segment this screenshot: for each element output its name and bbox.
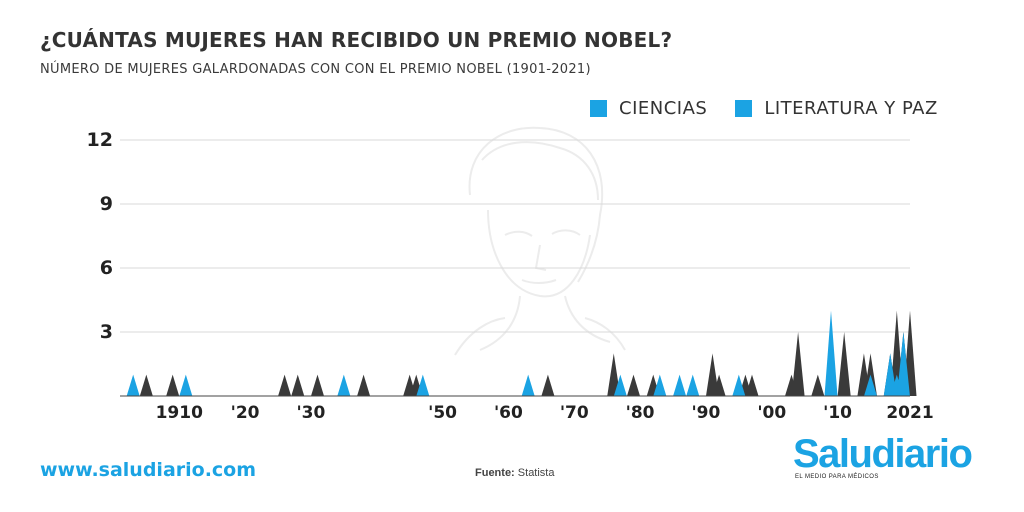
data-spike [653, 374, 667, 396]
data-spike [311, 374, 324, 396]
legend-swatch-literatura-paz [735, 100, 753, 117]
data-spike [521, 374, 535, 396]
data-spike [811, 374, 825, 396]
data-spike [278, 374, 292, 396]
data-spike [179, 374, 193, 396]
data-spike [337, 374, 351, 396]
legend-label-ciencias: CIENCIAS [619, 98, 708, 119]
series-ciencias [126, 310, 910, 396]
data-spike [824, 310, 838, 396]
brand-name: Saludiario [793, 432, 973, 476]
x-tick-label: '30 [296, 403, 325, 423]
x-tick-label: '80 [626, 403, 655, 423]
data-spike [166, 374, 180, 396]
brand-tagline: EL MEDIO PARA MÉDICOS [795, 474, 879, 480]
y-tick-label: 9 [100, 193, 113, 215]
data-spike [896, 332, 910, 396]
x-tick-label: '10 [823, 403, 852, 423]
grid-lines [120, 139, 910, 333]
data-spike [732, 374, 746, 396]
data-spike [706, 353, 719, 396]
data-spike [883, 353, 897, 396]
data-spike [745, 374, 759, 396]
data-spike [627, 374, 640, 396]
legend-item-ciencias: CIENCIAS [590, 98, 707, 119]
data-spike [291, 374, 305, 396]
x-axis-labels: 1910 '20 '30 '50 '60 '70 '80 '90 '00 '10 2021 [156, 403, 934, 423]
data-spike [673, 374, 687, 396]
data-spike [613, 374, 627, 396]
data-spike [607, 353, 621, 396]
data-spike [541, 374, 555, 396]
data-spike [416, 374, 430, 396]
x-tick-label: '20 [231, 403, 260, 423]
y-tick-label: 3 [100, 321, 113, 343]
y-tick-label: 12 [87, 129, 113, 151]
data-spike [686, 374, 700, 396]
legend-label-literatura-paz: LITERATURA Y PAZ [764, 98, 938, 119]
data-spike [837, 332, 851, 396]
source-label: Fuente: [475, 467, 515, 479]
website-url[interactable]: www.saludiario.com [40, 459, 257, 481]
legend-swatch-ciencias [590, 100, 607, 117]
y-tick-label: 6 [100, 257, 113, 279]
chart-title: ¿CUÁNTAS MUJERES HAN RECIBIDO UN PREMIO … [40, 28, 673, 52]
portrait-illustration [454, 126, 626, 356]
data-spike [126, 374, 140, 396]
source-note: Fuente: Statista [475, 467, 554, 479]
chart-legend: CIENCIAS LITERATURA Y PAZ [590, 98, 966, 119]
legend-item-literatura-paz: LITERATURA Y PAZ [735, 98, 937, 119]
data-spike [139, 374, 153, 396]
x-tick-label: '70 [560, 403, 589, 423]
x-tick-label: 1910 [156, 403, 203, 423]
x-tick-label: '00 [757, 403, 786, 423]
x-tick-label: '50 [428, 403, 457, 423]
data-spike [712, 374, 726, 396]
brand-logo: Saludiario EL MEDIO PARA MÉDICOS [793, 434, 993, 480]
source-value: Statista [517, 467, 555, 479]
data-spike [791, 332, 805, 396]
chart-subtitle: NÚMERO DE MUJERES GALARDONADAS CON CON E… [40, 62, 591, 77]
y-axis-labels: 3 6 9 12 [87, 129, 113, 343]
data-spike [357, 374, 371, 396]
x-tick-label: '90 [691, 403, 720, 423]
data-spike [864, 374, 877, 396]
x-tick-label: '60 [494, 403, 523, 423]
x-tick-label: 2021 [886, 403, 933, 423]
